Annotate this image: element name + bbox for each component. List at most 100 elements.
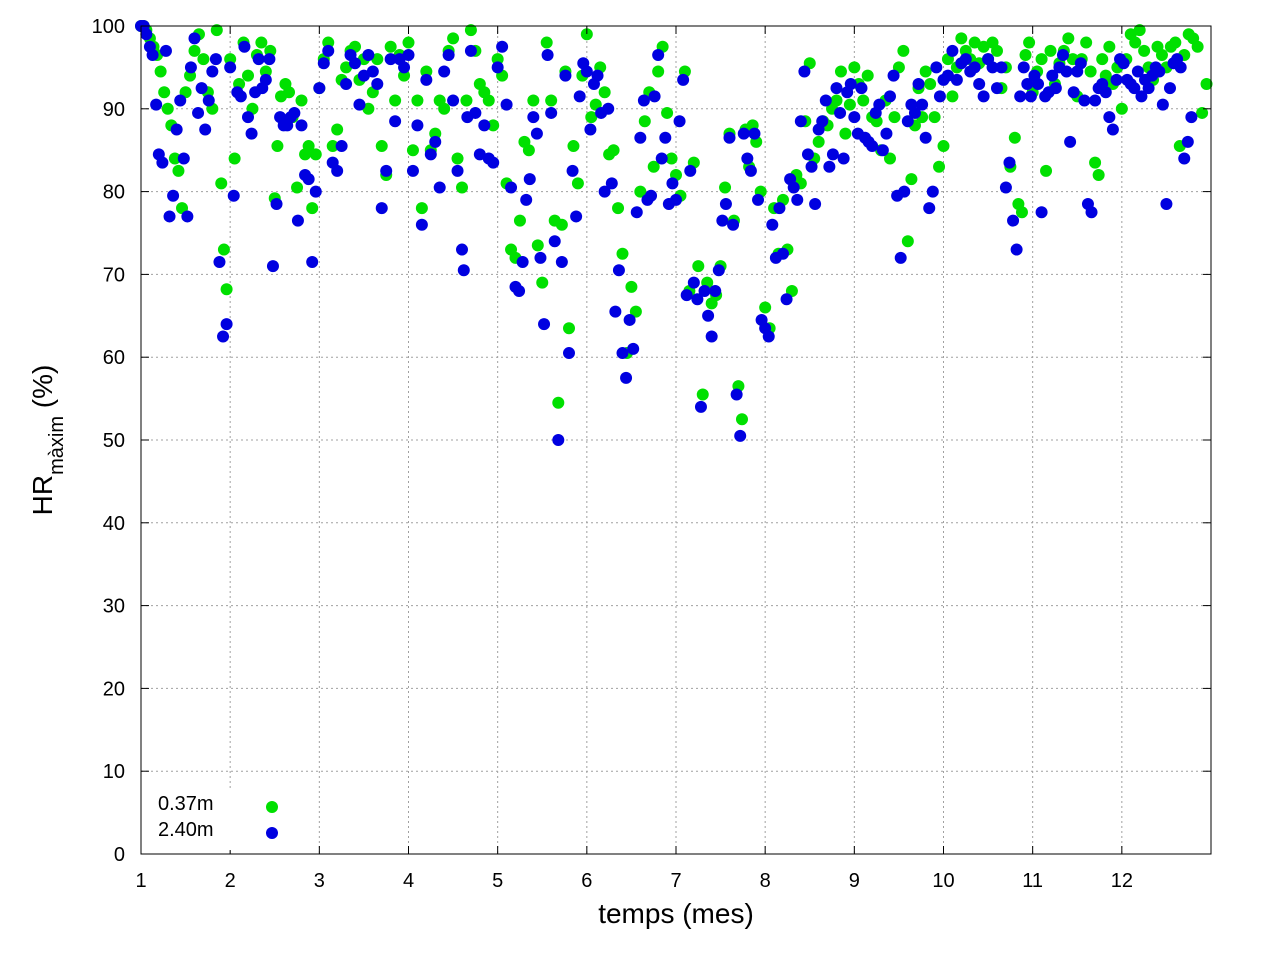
- data-point: [780, 293, 793, 306]
- data-point: [380, 164, 393, 177]
- data-point: [398, 69, 411, 82]
- data-point: [170, 123, 183, 136]
- data-point: [839, 127, 852, 140]
- legend: 0.37m 2.40m: [150, 790, 318, 850]
- data-point: [591, 69, 604, 82]
- data-point: [255, 36, 268, 49]
- legend-label: 2.40m: [158, 819, 214, 841]
- data-point: [894, 251, 907, 264]
- data-point: [513, 214, 526, 227]
- data-point: [206, 65, 219, 78]
- data-point: [991, 82, 1003, 95]
- data-point: [647, 160, 660, 173]
- data-point: [420, 73, 433, 86]
- data-point: [566, 164, 579, 177]
- data-point: [857, 94, 870, 107]
- x-tick-label: 10: [932, 870, 954, 892]
- data-point: [630, 206, 643, 219]
- data-point: [353, 98, 366, 111]
- data-point: [680, 289, 693, 302]
- data-point: [652, 48, 665, 61]
- grid: [141, 26, 1211, 854]
- data-point: [620, 371, 633, 384]
- data-point: [884, 90, 896, 103]
- data-point: [1196, 106, 1209, 119]
- data-point: [684, 164, 697, 177]
- x-tick-label: 9: [849, 870, 860, 892]
- y-axis-title-main: HR: [27, 475, 58, 515]
- data-point: [634, 185, 647, 198]
- data-point: [188, 44, 201, 57]
- data-points: [135, 20, 1213, 446]
- data-point: [1023, 36, 1036, 49]
- data-point: [580, 65, 593, 78]
- data-point: [213, 255, 226, 268]
- data-point: [438, 65, 451, 78]
- data-point: [478, 119, 491, 132]
- data-point: [655, 152, 668, 165]
- data-point: [991, 44, 1003, 57]
- data-point: [659, 131, 672, 144]
- data-point: [1103, 40, 1116, 53]
- data-point: [1044, 44, 1057, 57]
- data-point: [259, 73, 272, 86]
- data-point: [855, 82, 868, 95]
- data-point: [174, 94, 187, 107]
- data-point: [288, 106, 301, 119]
- series-blue: [135, 20, 1198, 446]
- x-tick-label: 1: [135, 870, 146, 892]
- data-point: [735, 413, 748, 426]
- data-point: [271, 140, 284, 153]
- data-point: [999, 181, 1012, 194]
- data-point: [375, 140, 388, 153]
- data-point: [331, 164, 344, 177]
- data-point: [513, 284, 526, 297]
- data-point: [496, 40, 509, 53]
- data-point: [309, 148, 322, 161]
- data-point: [523, 173, 536, 186]
- data-point: [1103, 111, 1116, 124]
- data-point: [819, 94, 832, 107]
- data-point: [612, 202, 625, 215]
- data-point: [322, 36, 335, 49]
- data-point: [716, 214, 729, 227]
- data-point: [752, 193, 765, 206]
- y-axis-title: HRmàxim (%): [27, 365, 68, 516]
- data-point: [172, 164, 185, 177]
- data-point: [1024, 90, 1037, 103]
- data-point: [787, 181, 800, 194]
- data-point: [607, 144, 620, 157]
- data-point: [559, 69, 572, 82]
- y-tick-label: 40: [103, 513, 125, 535]
- x-tick-label: 7: [670, 870, 681, 892]
- data-point: [415, 218, 428, 231]
- data-point: [167, 189, 180, 202]
- data-point: [1174, 61, 1187, 74]
- data-point: [1128, 82, 1141, 95]
- data-point: [1163, 82, 1176, 95]
- data-point: [1135, 90, 1148, 103]
- data-point: [317, 57, 330, 70]
- data-point: [570, 210, 583, 223]
- data-point: [924, 77, 937, 90]
- data-point: [916, 98, 929, 111]
- data-point: [798, 65, 811, 78]
- x-tick-label: 12: [1111, 870, 1133, 892]
- data-point: [375, 202, 388, 215]
- data-point: [442, 48, 455, 61]
- data-point: [861, 69, 874, 82]
- data-point: [177, 152, 190, 165]
- data-point: [438, 102, 451, 115]
- data-point: [1155, 48, 1168, 61]
- data-point: [1035, 53, 1048, 66]
- data-point: [402, 36, 415, 49]
- data-point: [634, 131, 647, 144]
- data-point: [898, 185, 911, 198]
- data-point: [1003, 156, 1016, 169]
- data-point: [447, 32, 460, 45]
- data-point: [730, 388, 743, 401]
- data-point: [527, 94, 540, 107]
- data-point: [220, 283, 233, 296]
- data-point: [709, 284, 722, 297]
